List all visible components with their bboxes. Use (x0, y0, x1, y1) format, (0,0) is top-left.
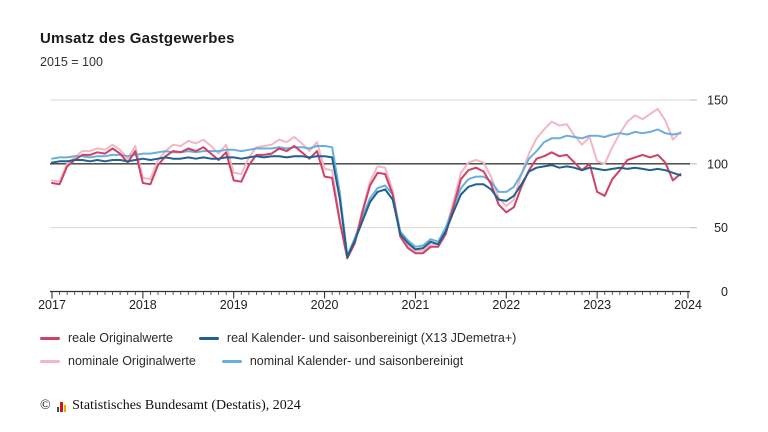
x-axis-tick-label: 2020 (311, 298, 339, 312)
copyright-symbol: © (40, 398, 51, 413)
legend-item-real-saisonbereinigt[interactable]: real Kalender- und saisonbereinigt (X13 … (198, 331, 517, 345)
x-axis-tick-label: 2018 (129, 298, 157, 312)
legend-swatch-red (40, 336, 60, 340)
x-axis-tick-label: 2021 (402, 298, 430, 312)
page-title: Umsatz des Gastgewerbes (40, 30, 235, 47)
series-line-1 (51, 155, 682, 258)
y-axis-tick-label: 50 (714, 221, 728, 235)
y-axis-tick-label: 100 (707, 157, 728, 171)
x-axis-tick-label: 2023 (583, 298, 611, 312)
y-axis-tick-label: 0 (721, 285, 728, 299)
legend-item-reale-originalwerte[interactable]: reale Originalwerte (40, 331, 173, 345)
y-axis-tick-label: 150 (707, 94, 728, 108)
x-axis-tick-label: 2022 (492, 298, 520, 312)
series-line-3 (51, 128, 682, 257)
x-axis-tick-label: 2019 (220, 298, 248, 312)
legend-label: reale Originalwerte (68, 331, 173, 345)
legend-item-nominal-saisonbereinigt[interactable]: nominal Kalender- und saisonbereinigt (221, 354, 464, 368)
source-text: Statistisches Bundesamt (Destatis), 2024 (72, 398, 301, 413)
legend-label: nominale Originalwerte (68, 354, 196, 368)
legend-item-nominale-originalwerte[interactable]: nominale Originalwerte (40, 354, 196, 368)
chart-subtitle: 2015 = 100 (40, 55, 103, 69)
x-axis-tick-label: 2017 (38, 298, 66, 312)
x-axis-tick-label: 2024 (674, 298, 702, 312)
legend: reale Originalwerte real Kalender- und s… (40, 331, 516, 368)
legend-swatch-lightblue (221, 359, 242, 363)
legend-row-1: reale Originalwerte real Kalender- und s… (40, 331, 516, 345)
legend-label: nominal Kalender- und saisonbereinigt (249, 354, 464, 368)
legend-row-2: nominale Originalwerte nominal Kalender-… (40, 354, 516, 368)
legend-label: real Kalender- und saisonbereinigt (X13 … (226, 331, 517, 345)
legend-swatch-darkblue (198, 336, 219, 340)
source-line: © Statistisches Bundesamt (Destatis), 20… (40, 398, 301, 414)
series-line-0 (51, 145, 682, 260)
legend-swatch-pink (40, 359, 60, 363)
destatis-bars-icon (56, 401, 67, 412)
